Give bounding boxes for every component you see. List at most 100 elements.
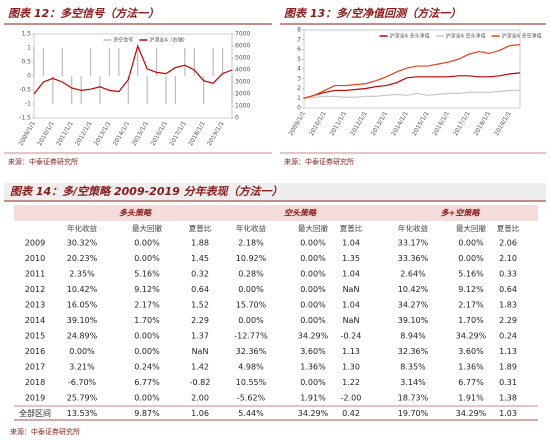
table-cell: 3.21%: [69, 363, 95, 372]
title-band: [4, 183, 546, 200]
table-cell: 25.79%: [67, 394, 98, 403]
y-tick-label: 2: [297, 85, 301, 92]
table-cell: 全部区间: [19, 408, 51, 418]
figure-title: 图表 14：多/空策略 2009-2019 分年表现（方法一）: [10, 185, 283, 198]
table-cell: NaN: [343, 316, 360, 325]
source: 来源：中泰证券研究所: [284, 157, 354, 166]
group-header: 多头策略: [119, 209, 152, 218]
column-header: 夏普比: [497, 223, 520, 233]
table-cell: 0.24: [499, 332, 517, 341]
table-cell: 33.36%: [398, 254, 429, 263]
table-cell: 0.33: [499, 270, 517, 279]
table-cell: 0.00%: [134, 239, 160, 248]
table-cell: -5.62%: [237, 394, 266, 403]
table-cell: -0.82: [190, 378, 211, 387]
table-cell: 0.24%: [134, 363, 160, 372]
figure-title: 图表 12：多空信号（方法一）: [8, 7, 159, 20]
table-cell: 9.12%: [458, 285, 484, 294]
y-tick-label: 7: [297, 36, 301, 43]
table-cell: 10.42%: [67, 285, 98, 294]
table-cell: 6.77%: [134, 378, 160, 387]
legend-label: 沪深全A 多空净值: [502, 33, 542, 40]
group-band: [14, 205, 538, 221]
table-cell: 24.89%: [67, 332, 98, 341]
group-header: 空头策略: [284, 209, 317, 218]
table-cell: 1.22: [342, 378, 360, 387]
legend-label: 沪深全A（右轴）: [149, 37, 187, 44]
y2-tick-label: 3000: [235, 79, 250, 86]
table-cell: 10.55%: [236, 378, 267, 387]
table-cell: 9.87%: [134, 409, 160, 418]
table-cell: 34.29%: [298, 332, 329, 341]
y2-tick-label: 4000: [235, 67, 250, 74]
table-cell: 0.00%: [300, 301, 326, 310]
table-cell: 15.70%: [236, 301, 267, 310]
table-cell: 6.77%: [458, 378, 484, 387]
table-cell: 0.00%: [300, 285, 326, 294]
table-cell: 0.00%: [300, 378, 326, 387]
table-cell: 1.36%: [300, 363, 326, 372]
table-cell: 1.83: [499, 301, 517, 310]
y-tick-label: 1.5: [21, 31, 31, 38]
table-cell: 0.00%: [300, 254, 326, 263]
table-cell: -0.24: [341, 332, 362, 341]
column-header: 年化收益: [398, 223, 428, 233]
table-cell: 2.06: [499, 239, 517, 248]
y-tick-label: -0.5: [19, 87, 31, 94]
y-tick-label: 1: [27, 45, 31, 52]
table-cell: 2.17%: [134, 301, 160, 310]
table-cell: 32.36%: [236, 347, 267, 356]
legend-label: 沪深全A 多头净值: [390, 33, 430, 40]
figure-title: 图表 13：多/空净值回测（方法一）: [284, 7, 461, 20]
table-cell: 0.00%: [238, 285, 264, 294]
y2-tick-label: 2000: [235, 91, 250, 98]
table-cell: 1.88: [191, 239, 209, 248]
source: 来源：中泰证券研究所: [10, 427, 80, 436]
table-cell: 34.29%: [456, 332, 487, 341]
table-cell: 2.29: [191, 316, 209, 325]
table-cell: 3.60%: [458, 347, 484, 356]
series-line: [303, 72, 521, 99]
y-tick-label: -1: [25, 101, 31, 108]
table-cell: NaN: [343, 285, 360, 294]
column-header: 最大回撤: [298, 223, 328, 233]
table-cell: 1.89: [499, 363, 517, 372]
table-cell: 2018: [25, 378, 45, 387]
table-cell: 20.23%: [67, 254, 98, 263]
table-cell: 0.64: [191, 285, 209, 294]
column-header: 夏普比: [340, 223, 363, 233]
table-cell: 0.00%: [458, 254, 484, 263]
table-cell: 2.29: [499, 316, 517, 325]
table-cell: 34.29%: [298, 409, 329, 418]
table-cell: 39.10%: [67, 316, 98, 325]
table-cell: 8.94%: [400, 332, 426, 341]
y-tick-label: 5: [297, 56, 301, 63]
table-cell: 16.05%: [67, 301, 98, 310]
table-cell: 1.04: [342, 270, 360, 279]
table-cell: 2012: [25, 285, 45, 294]
table-cell: 0.64: [499, 285, 517, 294]
table-cell: 0.00%: [458, 239, 484, 248]
y-tick-label: 0: [297, 105, 301, 112]
table-cell: 2.35%: [69, 270, 95, 279]
table-cell: 1.37: [191, 332, 209, 341]
table-cell: 2.18%: [238, 239, 264, 248]
table-cell: 5.16%: [458, 270, 484, 279]
y-tick-label: 6: [297, 46, 301, 53]
table-cell: 1.91%: [458, 394, 484, 403]
table-cell: 4.98%: [238, 363, 264, 372]
y2-tick-label: 1000: [235, 103, 250, 110]
table-cell: 13.53%: [67, 409, 98, 418]
table-cell: 2010: [25, 254, 45, 263]
table-cell: 1.35: [342, 254, 360, 263]
table-cell: 0.32: [191, 270, 209, 279]
y-tick-label: 4: [297, 66, 301, 73]
y-tick-label: 1: [297, 95, 301, 102]
table-cell: 0.00%: [238, 316, 264, 325]
table-cell: 1.38: [499, 394, 517, 403]
table-cell: 0.31: [499, 378, 517, 387]
table-cell: 2015: [25, 332, 45, 341]
table-cell: 0.00%: [134, 347, 160, 356]
